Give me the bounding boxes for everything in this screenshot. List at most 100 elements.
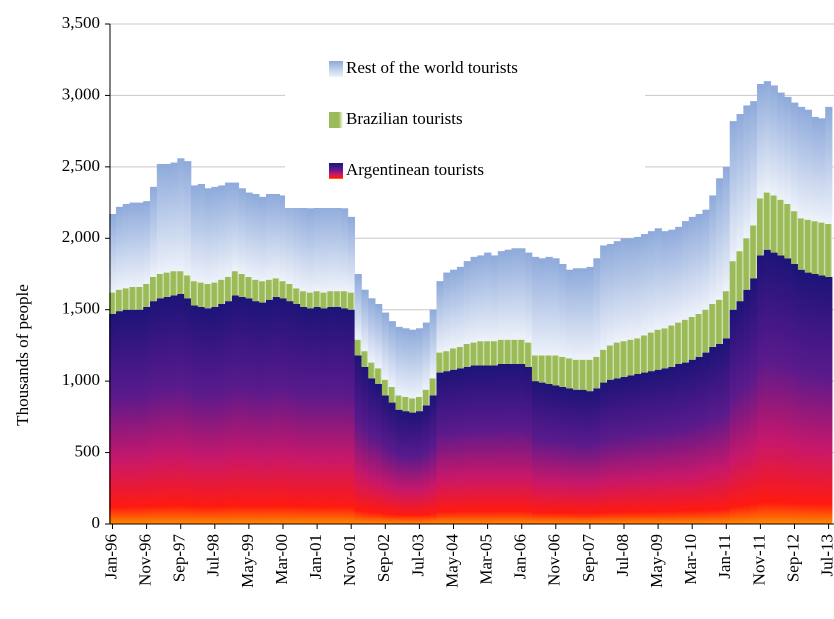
bar-segment	[654, 329, 662, 370]
bar-segment	[504, 249, 512, 340]
bar-segment	[204, 308, 212, 524]
bar-segment	[279, 195, 287, 282]
bar-segment	[238, 188, 246, 274]
bar-segment	[415, 411, 424, 524]
bar-segment	[327, 306, 335, 524]
y-tick-label: 1,500	[62, 299, 100, 318]
bar-segment	[586, 359, 594, 392]
bar-segment	[265, 299, 274, 524]
bar-segment	[327, 291, 335, 307]
x-tick-label: Nov-06	[545, 534, 564, 586]
bar-segment	[791, 211, 799, 264]
bar-segment	[579, 268, 587, 360]
bar-segment	[593, 388, 601, 524]
bar-segment	[804, 272, 812, 524]
bar-segment	[347, 309, 356, 524]
bar-segment	[334, 204, 342, 292]
bar-segment	[293, 304, 301, 524]
bar-segment	[320, 292, 328, 309]
bar-segment	[695, 214, 703, 314]
bar-segment	[647, 371, 656, 524]
x-tick-label: Mar-00	[272, 534, 291, 585]
bar-segment	[354, 339, 362, 356]
bar-segment	[184, 298, 192, 524]
bar-segment	[470, 256, 478, 343]
bar-segment	[218, 279, 226, 304]
y-axis-label: Thousands of people	[13, 284, 32, 426]
legend-label: Brazilian tourists	[346, 109, 463, 128]
y-tick-label: 0	[92, 513, 101, 532]
bar-segment	[443, 272, 451, 352]
bar-segment	[238, 296, 246, 524]
legend-swatch	[329, 61, 343, 77]
bar-segment	[409, 412, 417, 524]
y-tick-label: 500	[75, 441, 101, 460]
bar-segment	[422, 405, 431, 524]
bar-segment	[279, 281, 287, 299]
bar-segment	[791, 102, 799, 212]
bar-segment	[354, 355, 362, 524]
bar-segment	[661, 368, 669, 524]
bar-segment	[156, 298, 165, 524]
bar-segment	[518, 339, 526, 364]
bar-segment	[368, 362, 376, 379]
bar-segment	[354, 274, 362, 340]
bar-segment	[361, 351, 369, 367]
bar-segment	[252, 279, 260, 302]
bar-segment	[497, 251, 506, 340]
bar-segment	[552, 258, 560, 356]
bar-segment	[811, 274, 819, 524]
legend-swatch	[329, 112, 343, 128]
bar-segment	[484, 365, 492, 524]
bar-segment	[681, 319, 690, 363]
bar-segment	[163, 272, 171, 297]
bar-segment	[436, 352, 444, 373]
bar-segment	[265, 279, 274, 300]
bar-segment	[750, 101, 758, 226]
bar-segment	[613, 342, 621, 379]
bar-segment	[770, 85, 778, 196]
bar-segment	[150, 276, 158, 302]
bar-segment	[620, 238, 628, 342]
bar-segment	[204, 188, 212, 284]
bar-segment	[675, 322, 683, 364]
bar-segment	[647, 231, 656, 333]
bar-segment	[552, 385, 560, 524]
bar-segment	[784, 96, 792, 204]
bar-segment	[702, 352, 710, 524]
bar-segment	[668, 325, 676, 367]
bar-segment	[470, 365, 478, 524]
bar-segment	[497, 364, 506, 524]
bar-segment	[750, 278, 758, 524]
bar-segment	[415, 328, 424, 397]
bar-segment	[456, 368, 465, 524]
bar-segment	[743, 105, 751, 239]
bar-segment	[225, 276, 233, 302]
bar-segment	[122, 288, 130, 310]
bar-segment	[436, 281, 444, 353]
bar-segment	[150, 301, 158, 524]
bar-segment	[225, 182, 233, 277]
bar-segment	[477, 341, 485, 366]
legend-swatch	[329, 163, 343, 179]
bar-segment	[634, 236, 642, 339]
bar-segment	[402, 396, 410, 412]
x-tick-label: Mar-05	[477, 534, 496, 585]
x-tick-label: Sep-07	[579, 534, 598, 583]
bar-segment	[136, 202, 144, 287]
bar-segment	[818, 275, 826, 524]
bar-segment	[593, 258, 601, 357]
bar-segment	[709, 304, 717, 347]
bar-segment	[654, 228, 662, 330]
bar-segment	[231, 182, 240, 272]
bar-segment	[804, 109, 812, 220]
bar-segment	[429, 309, 437, 379]
bar-segment	[491, 365, 499, 524]
bar-segment	[586, 266, 594, 360]
bar-segment	[641, 335, 649, 373]
bar-segment	[716, 178, 724, 300]
bar-segment	[415, 396, 424, 412]
axes: 0 500 1,000 1,500 2,000 2,500 3,000 3,500 Jan-96…	[62, 13, 834, 588]
bar-segment	[586, 391, 594, 524]
